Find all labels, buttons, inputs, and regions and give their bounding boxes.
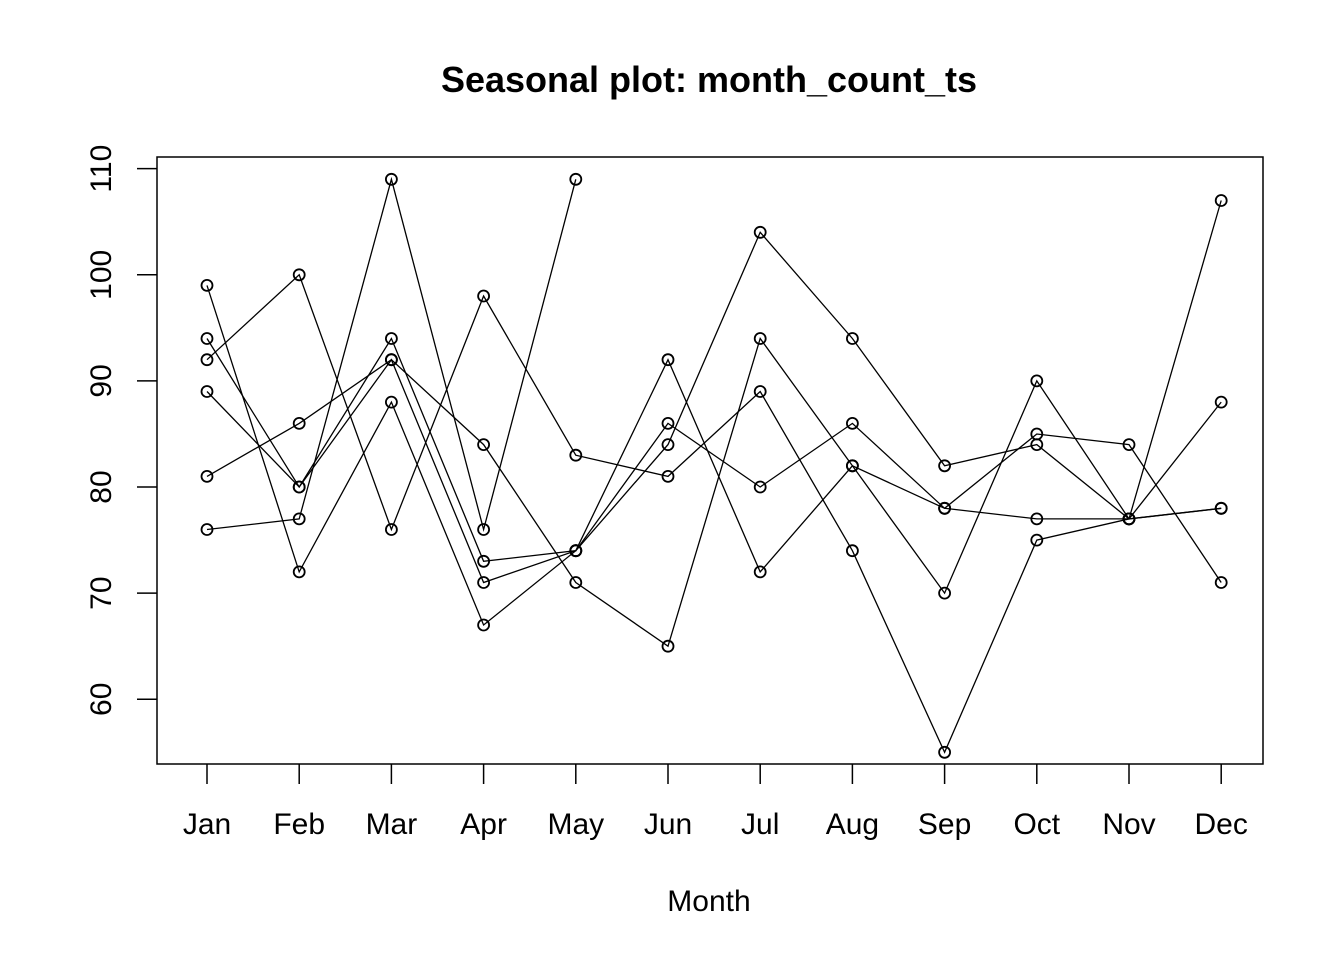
series-5-point-apr (477, 438, 491, 452)
x-tick-label-jan: Jan (183, 808, 231, 841)
series-3-point-dec (1214, 194, 1228, 207)
series-3-line (206, 200, 1222, 754)
x-tick-label-oct: Oct (1013, 808, 1060, 841)
series-5-point-mar (384, 353, 398, 367)
series-3-point-jul (753, 385, 767, 398)
series-4-point-jun (661, 353, 675, 367)
series-3-point-apr (477, 289, 491, 303)
series-3 (200, 194, 1228, 759)
series-3-point-may (569, 448, 583, 462)
x-tick-label-jul: Jul (741, 808, 779, 841)
series-5-point-may (569, 576, 583, 589)
series-5-point-jul (753, 332, 767, 345)
x-tick-label-apr: Apr (460, 808, 507, 841)
series-2-point-jun (661, 416, 675, 430)
series-2-point-jul (753, 480, 767, 494)
series-4-point-dec (1214, 576, 1228, 589)
series-5-line (206, 337, 1222, 648)
series-1-point-feb (292, 565, 306, 579)
series-1-point-sep (938, 459, 951, 473)
series-1-point-jul (753, 225, 767, 239)
series-6-line (206, 176, 577, 533)
series-6-point-may (569, 172, 583, 186)
series-3-point-aug (846, 544, 859, 558)
series-3-point-jun (661, 469, 675, 483)
series-6-point-feb (292, 512, 306, 526)
series-1-point-mar (384, 395, 398, 409)
series-3-point-oct (1030, 533, 1044, 547)
series-6-point-jan (200, 523, 214, 536)
x-axis: Jan Feb Mar Apr May Jun Jul Aug Sep Oct Nov Dec (183, 764, 1248, 841)
series-1-point-dec (1214, 395, 1228, 409)
series-5-point-aug (846, 459, 859, 473)
y-tick-label-70: 70 (85, 576, 118, 609)
x-tick-label-dec: Dec (1195, 808, 1248, 841)
x-tick-label-mar: Mar (366, 808, 418, 841)
series-1-line (206, 231, 1222, 627)
series-2 (200, 332, 1228, 589)
series-2-point-aug (846, 416, 859, 430)
y-tick-label-100: 100 (85, 250, 118, 300)
series-5-point-sep (938, 586, 951, 600)
plot-frame (156, 156, 1264, 765)
series-1-point-jun (661, 438, 675, 452)
chart-title: Seasonal plot: month_count_ts (441, 59, 977, 100)
series-4-point-sep (938, 501, 951, 515)
series-2-point-oct (1030, 512, 1044, 526)
series-5-point-feb (292, 416, 306, 430)
series-6-point-apr (477, 523, 491, 536)
x-tick-label-may: May (547, 808, 604, 841)
series-1-point-jan (200, 278, 214, 292)
series-3-point-mar (384, 523, 398, 536)
series-4-point-jul (753, 565, 767, 579)
series-1-point-aug (846, 332, 859, 345)
series-4-point-jan (200, 385, 214, 398)
series-5-point-jan (200, 469, 214, 483)
series-4-point-may (569, 544, 583, 558)
series-5-point-oct (1030, 374, 1044, 388)
series-3-point-feb (292, 268, 306, 282)
y-tick-label-60: 60 (85, 683, 118, 716)
y-tick-label-110: 110 (85, 145, 118, 193)
series-1-point-apr (477, 618, 491, 632)
x-axis-label: Month (667, 885, 750, 918)
series-5 (200, 332, 1228, 653)
series-4 (200, 332, 1228, 589)
series-2-point-apr (477, 576, 491, 589)
series-4-line (206, 337, 1222, 583)
series-5-point-dec (1214, 501, 1228, 515)
series-2-point-jan (200, 332, 214, 345)
series-5-point-jun (661, 639, 675, 653)
x-tick-label-feb: Feb (273, 808, 325, 841)
series-2-line (206, 338, 1222, 584)
x-tick-label-aug: Aug (826, 808, 879, 841)
series-5-point-nov (1122, 512, 1136, 526)
x-tick-label-sep: Sep (918, 808, 971, 841)
series-4-point-oct (1030, 427, 1044, 441)
series-3-point-jan (200, 353, 214, 367)
y-tick-label-80: 80 (85, 470, 118, 503)
x-tick-label-jun: Jun (644, 808, 692, 841)
x-tick-label-nov: Nov (1102, 808, 1155, 841)
series-4-point-feb (292, 480, 306, 494)
series-4-point-nov (1122, 438, 1136, 452)
series-3-point-sep (938, 745, 951, 759)
series-4-point-apr (477, 554, 491, 568)
series-layer (200, 172, 1228, 759)
y-tick-label-90: 90 (85, 364, 118, 397)
series-6-point-mar (384, 172, 398, 186)
series-6 (200, 172, 583, 536)
series-4-point-mar (384, 332, 398, 345)
y-axis: 60 70 80 90 100 110 (85, 145, 157, 716)
